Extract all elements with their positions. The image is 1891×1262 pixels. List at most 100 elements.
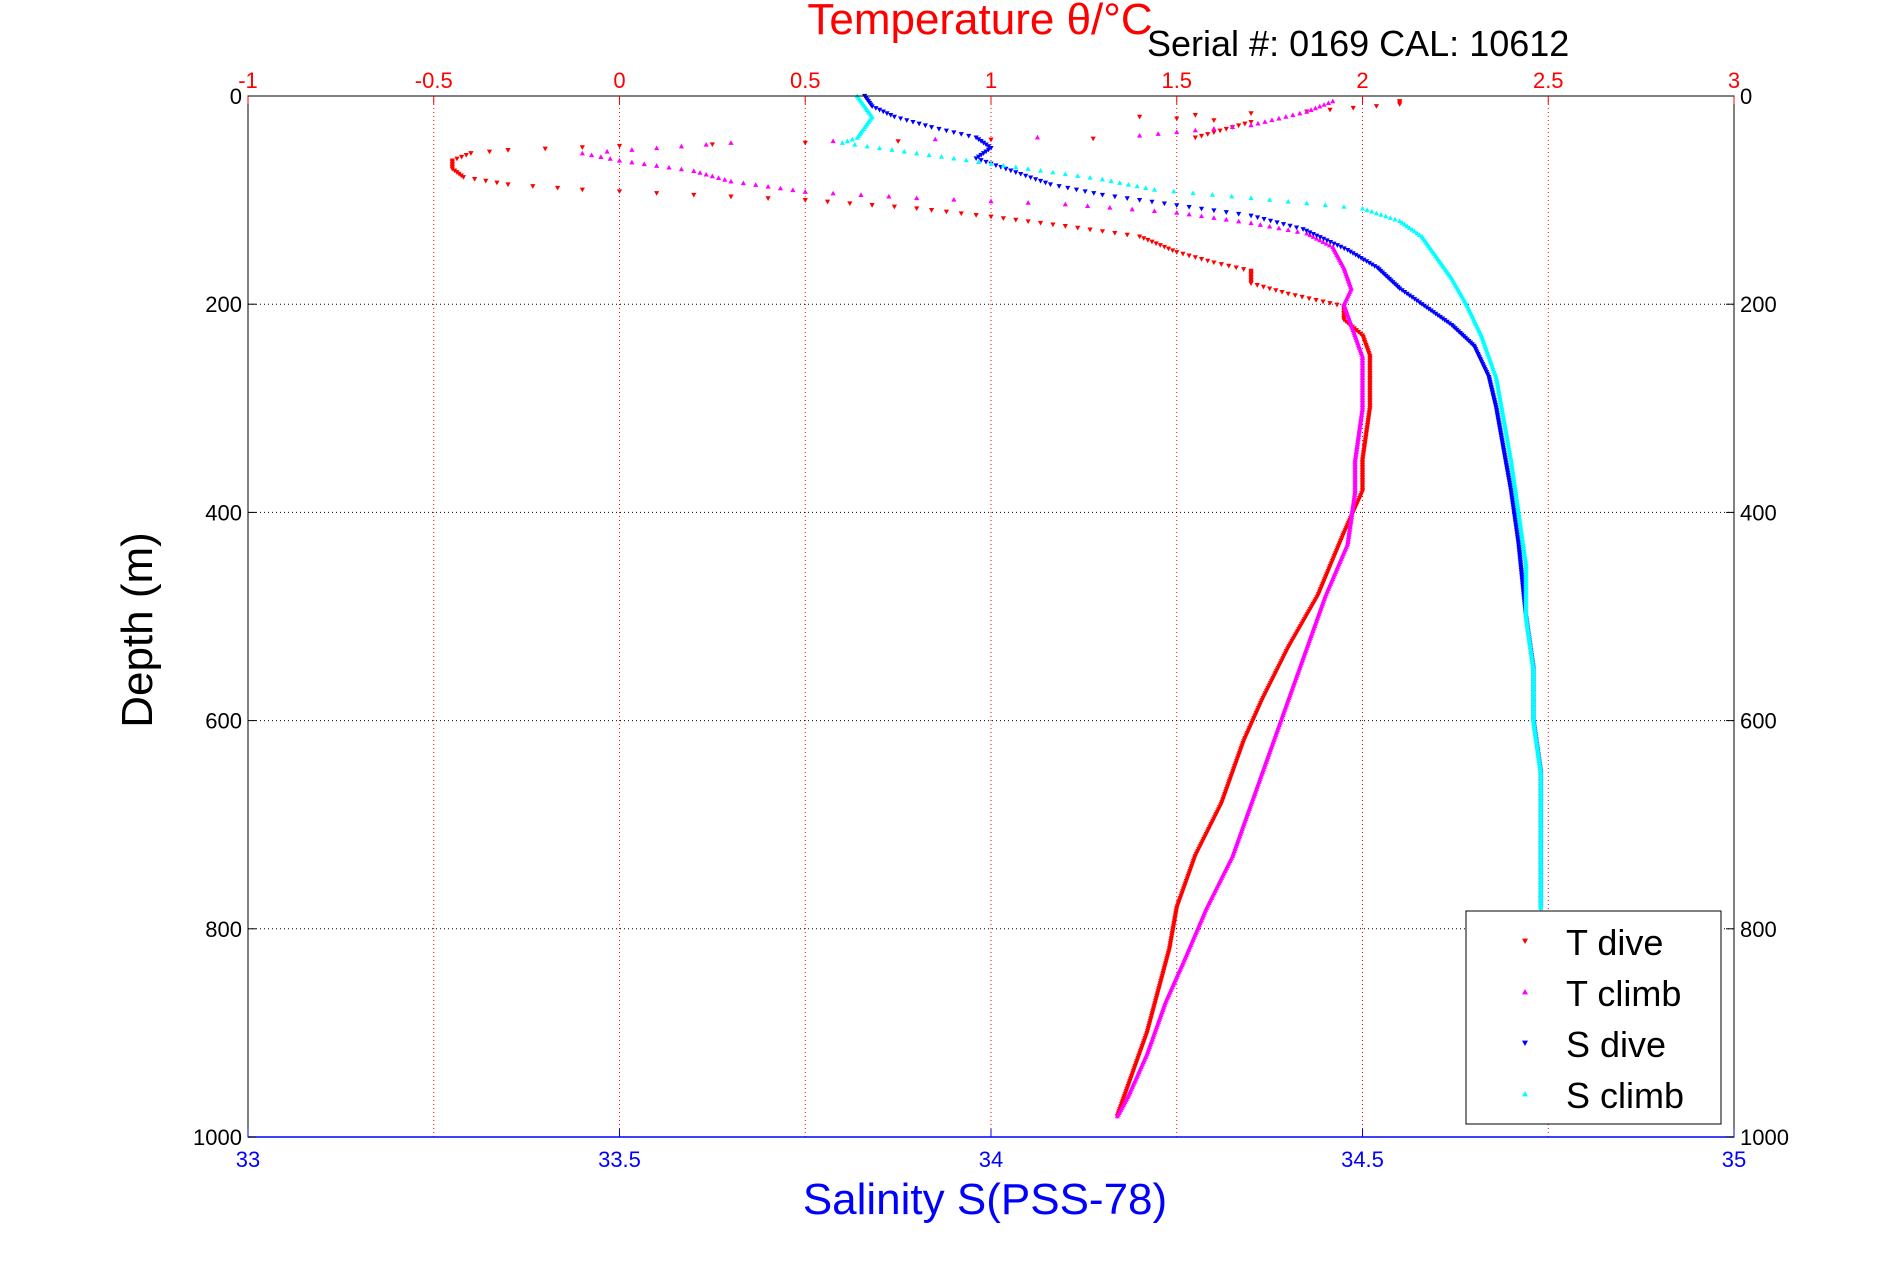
legend-marker	[1522, 1040, 1528, 1046]
depth-tick-label-right: 1000	[1740, 1125, 1789, 1150]
data-point	[889, 147, 895, 152]
data-point	[873, 106, 879, 111]
data-point	[1050, 169, 1056, 175]
data-point	[1137, 132, 1143, 138]
data-point	[1254, 215, 1261, 221]
data-point	[697, 170, 703, 175]
data-point	[1037, 168, 1044, 173]
data-point	[951, 196, 957, 202]
data-point	[1248, 111, 1254, 116]
legend-box	[1465, 910, 1722, 1125]
data-point	[459, 154, 465, 160]
data-point	[847, 201, 853, 207]
data-point	[1075, 173, 1081, 178]
data-point	[983, 142, 989, 148]
data-point	[802, 198, 808, 203]
data-point	[1112, 194, 1118, 200]
data-point	[1157, 243, 1163, 248]
data-point	[1218, 262, 1224, 267]
data-point	[1028, 175, 1034, 181]
data-point	[830, 138, 836, 144]
data-point	[454, 170, 460, 175]
data-point	[1306, 296, 1312, 302]
depth-tick-label-left: 400	[205, 500, 242, 525]
data-point	[654, 163, 660, 168]
data-point	[1107, 204, 1113, 210]
data-point	[1310, 234, 1316, 239]
data-point	[1198, 133, 1205, 139]
data-point	[891, 114, 898, 120]
data-point	[1013, 164, 1019, 170]
data-point	[1308, 107, 1314, 112]
data-point	[1099, 229, 1106, 234]
data-point	[1347, 249, 1353, 255]
temperature-tick-label: 2	[1356, 68, 1368, 93]
data-point	[1129, 206, 1135, 212]
data-point	[1285, 227, 1291, 233]
data-point	[554, 185, 561, 191]
data-point	[678, 166, 685, 172]
data-point	[458, 173, 464, 179]
data-point	[1025, 166, 1031, 171]
data-point	[1062, 224, 1068, 229]
data-point	[1261, 217, 1267, 222]
data-point	[1355, 254, 1362, 260]
data-point	[1032, 177, 1039, 182]
data-point	[616, 143, 623, 149]
series-s-climb	[839, 93, 1544, 911]
data-point	[1392, 216, 1398, 222]
legend-label: T dive	[1566, 922, 1663, 963]
data-point	[1293, 225, 1300, 231]
data-point	[1338, 244, 1344, 250]
data-point	[1042, 180, 1049, 186]
data-point	[1062, 201, 1068, 207]
data-point	[1287, 223, 1293, 229]
data-point	[1254, 283, 1260, 288]
series-t-climb	[579, 98, 1366, 1119]
data-point	[1248, 119, 1254, 125]
data-point	[463, 152, 469, 158]
temperature-tick-label: 0	[613, 68, 625, 93]
data-point	[1345, 247, 1351, 253]
legend-marker	[1522, 1091, 1528, 1097]
data-point	[709, 173, 715, 179]
data-point	[722, 177, 728, 182]
data-point	[1073, 187, 1080, 193]
salinity-tick-label: 34	[979, 1147, 1003, 1172]
data-point	[456, 171, 462, 177]
data-point	[1257, 222, 1263, 227]
data-point	[1358, 256, 1364, 261]
depth-tick-label-right: 200	[1740, 292, 1777, 317]
data-point	[958, 132, 964, 137]
data-point	[869, 104, 875, 110]
data-point	[1198, 257, 1205, 262]
data-point	[802, 189, 808, 194]
legend-marker	[1522, 989, 1528, 995]
data-point	[1090, 136, 1096, 142]
data-point	[1341, 246, 1347, 252]
data-point	[910, 119, 916, 125]
depth-tick-label-left: 0	[230, 84, 242, 109]
data-point	[1402, 221, 1408, 227]
data-point	[1075, 225, 1081, 231]
data-point	[1114, 1113, 1120, 1119]
temperature-tick-label: 2.5	[1533, 68, 1564, 93]
data-point	[943, 209, 950, 215]
data-point	[1174, 203, 1180, 208]
data-point	[1406, 293, 1413, 299]
data-point	[886, 193, 892, 199]
data-point	[852, 141, 858, 147]
data-point	[1435, 313, 1441, 319]
data-point	[1211, 118, 1217, 123]
data-point	[1211, 126, 1217, 131]
data-point	[1331, 241, 1337, 247]
data-point	[1229, 193, 1235, 199]
data-point	[1350, 105, 1356, 111]
data-point	[1260, 284, 1267, 290]
data-point	[1084, 203, 1091, 209]
data-point	[1000, 216, 1006, 221]
data-point	[1143, 185, 1149, 191]
temperature-tick-label: -0.5	[415, 68, 453, 93]
data-point	[1373, 210, 1380, 216]
data-point	[505, 182, 511, 188]
